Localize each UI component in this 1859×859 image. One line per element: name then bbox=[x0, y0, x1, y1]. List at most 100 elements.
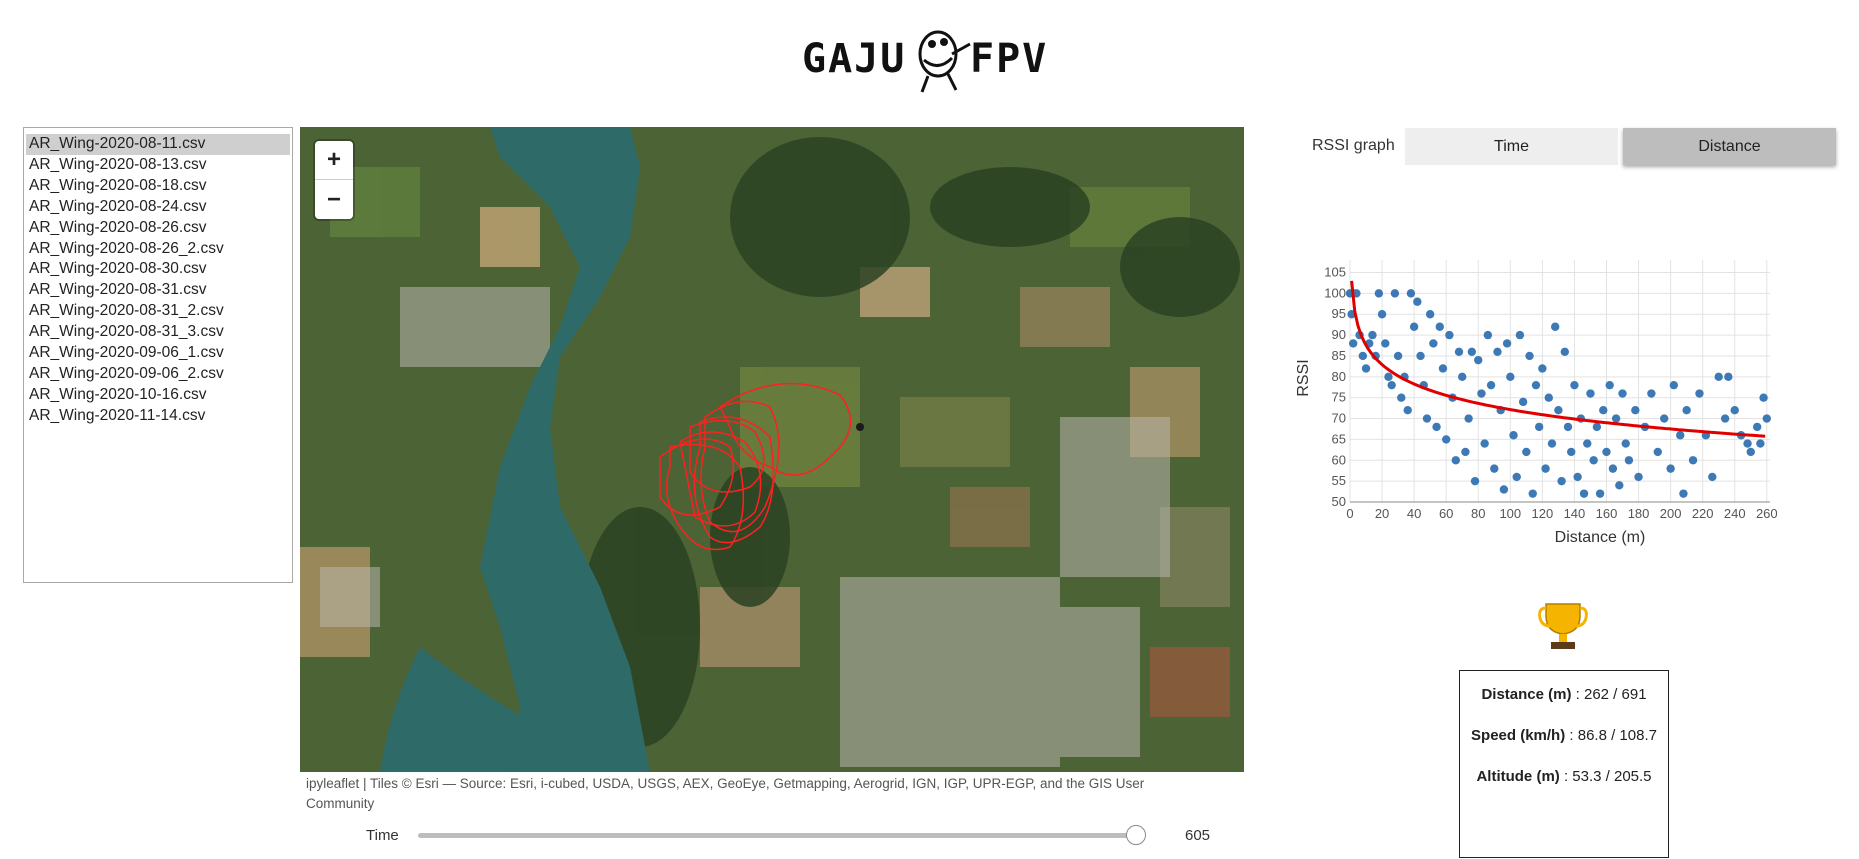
map-villages bbox=[320, 287, 1170, 767]
y-tick-label: 105 bbox=[1324, 265, 1346, 280]
chart-point bbox=[1384, 372, 1393, 382]
flight-stats-panel: Distance (m) : 262 / 691 Speed (km/h) : … bbox=[1459, 670, 1669, 858]
flight-path bbox=[659, 382, 864, 551]
chart-point bbox=[1592, 422, 1602, 432]
chart-point bbox=[1390, 289, 1400, 298]
chart-point bbox=[1669, 380, 1679, 390]
x-tick-label: 120 bbox=[1532, 506, 1554, 521]
file-list-item[interactable]: AR_Wing-2020-08-11.csv bbox=[26, 134, 290, 155]
chart-point bbox=[1458, 372, 1467, 382]
chart-grid bbox=[1349, 260, 1770, 503]
file-list-item[interactable]: AR_Wing-2020-08-13.csv bbox=[29, 155, 207, 173]
chart-point bbox=[1425, 310, 1435, 319]
mascot-icon bbox=[918, 30, 971, 93]
zoom-out-button[interactable]: − bbox=[315, 179, 353, 219]
chart-point bbox=[1634, 472, 1643, 482]
chart-point bbox=[1515, 330, 1525, 340]
chart-point bbox=[1746, 447, 1755, 457]
chart-point bbox=[1599, 406, 1608, 415]
rssi-time-button[interactable]: Time bbox=[1405, 128, 1618, 165]
chart-point bbox=[1522, 447, 1531, 457]
y-tick-label: 65 bbox=[1332, 431, 1346, 446]
chart-point bbox=[1403, 406, 1412, 415]
file-list-item[interactable]: AR_Wing-2020-08-26_2.csv bbox=[29, 239, 224, 257]
chart-point bbox=[1624, 456, 1634, 465]
chart-point bbox=[1579, 489, 1589, 498]
chart-point bbox=[1602, 447, 1611, 457]
chart-point bbox=[1615, 481, 1624, 490]
file-list-item[interactable]: AR_Wing-2020-08-31.csv bbox=[29, 281, 207, 299]
chart-point bbox=[1666, 464, 1675, 473]
file-list-item[interactable]: AR_Wing-2020-08-26.csv bbox=[29, 218, 207, 236]
file-list-item[interactable]: AR_Wing-2020-09-06_1.csv bbox=[29, 344, 224, 362]
chart-point bbox=[1567, 447, 1576, 457]
chart-x-ticks: 0 20 40 60 80 100 120 140 160 180 200 220 240 260 bbox=[1346, 506, 1777, 521]
logo-text-right: FPV bbox=[970, 36, 1048, 82]
x-tick-label: 80 bbox=[1471, 506, 1485, 521]
chart-point bbox=[1653, 447, 1662, 457]
chart-point bbox=[1659, 414, 1669, 423]
chart-point bbox=[1541, 464, 1550, 473]
y-tick-label: 85 bbox=[1332, 348, 1346, 363]
time-slider-handle[interactable] bbox=[1125, 825, 1146, 845]
chart-point bbox=[1432, 422, 1441, 432]
chart-point bbox=[1547, 439, 1557, 448]
river bbox=[480, 127, 650, 772]
time-slider-track[interactable] bbox=[418, 833, 1143, 838]
chart-point bbox=[1756, 439, 1765, 448]
chart-point bbox=[1358, 351, 1368, 361]
chart-point bbox=[1621, 439, 1630, 448]
flight-file-list[interactable]: AR_Wing-2020-08-11.csv AR_Wing-2020-08-13… bbox=[23, 127, 293, 583]
chart-point bbox=[1708, 472, 1717, 482]
chart-point bbox=[1422, 414, 1432, 423]
chart-point bbox=[1461, 447, 1470, 457]
chart-point bbox=[1544, 393, 1553, 402]
y-tick-label: 50 bbox=[1332, 494, 1346, 509]
chart-point bbox=[1406, 289, 1416, 298]
chart-point bbox=[1631, 406, 1640, 415]
zoom-in-button[interactable]: + bbox=[326, 146, 341, 173]
y-tick-label: 60 bbox=[1332, 452, 1346, 467]
file-list-item[interactable]: AR_Wing-2020-08-24.csv bbox=[29, 197, 207, 215]
chart-point bbox=[1518, 397, 1528, 407]
chart-point bbox=[1759, 393, 1768, 402]
file-list-item[interactable]: AR_Wing-2020-10-16.csv bbox=[29, 385, 207, 403]
x-tick-label: 240 bbox=[1724, 506, 1746, 521]
y-tick-label: 80 bbox=[1332, 369, 1346, 384]
satellite-map[interactable] bbox=[300, 127, 1244, 772]
chart-point bbox=[1611, 414, 1621, 423]
chart-point bbox=[1387, 380, 1396, 390]
file-list-item[interactable]: AR_Wing-2020-09-06_2.csv bbox=[29, 364, 224, 382]
x-tick-label: 200 bbox=[1660, 506, 1682, 521]
rssi-graph-label: RSSI graph bbox=[1312, 137, 1395, 154]
chart-point bbox=[1724, 372, 1733, 382]
chart-point bbox=[1560, 347, 1570, 356]
file-list-item[interactable]: AR_Wing-2020-11-14.csv bbox=[29, 406, 206, 424]
chart-trend-line bbox=[1350, 280, 1766, 438]
chart-point bbox=[1550, 322, 1560, 331]
logo-text-left: GAJU bbox=[802, 36, 906, 82]
file-list-item[interactable]: AR_Wing-2020-08-31_3.csv bbox=[29, 323, 224, 341]
file-list-item[interactable]: AR_Wing-2020-08-31_2.csv bbox=[29, 302, 224, 320]
y-tick-label: 55 bbox=[1332, 473, 1346, 488]
time-slider-label: Time bbox=[366, 827, 399, 844]
chart-point bbox=[1563, 422, 1573, 432]
chart-point bbox=[1374, 289, 1384, 298]
file-list-item[interactable]: AR_Wing-2020-08-18.csv bbox=[29, 176, 207, 194]
chart-point bbox=[1361, 364, 1371, 373]
chart-point bbox=[1512, 472, 1521, 482]
chart-point bbox=[1438, 364, 1448, 373]
chart-point bbox=[1477, 389, 1486, 398]
chart-x-axis-label: Distance (m) bbox=[1555, 529, 1646, 546]
chart-point bbox=[1538, 364, 1547, 373]
chart-point bbox=[1583, 439, 1592, 448]
y-tick-label: 75 bbox=[1332, 390, 1346, 405]
x-tick-label: 0 bbox=[1346, 506, 1353, 521]
chart-point bbox=[1570, 380, 1579, 390]
chart-y-axis-label: RSSI bbox=[1295, 359, 1312, 396]
chart-point bbox=[1483, 330, 1493, 340]
rssi-distance-button[interactable]: Distance bbox=[1623, 128, 1836, 165]
x-tick-label: 160 bbox=[1596, 506, 1618, 521]
chart-point bbox=[1506, 372, 1515, 382]
file-list-item[interactable]: AR_Wing-2020-08-30.csv bbox=[29, 260, 207, 278]
